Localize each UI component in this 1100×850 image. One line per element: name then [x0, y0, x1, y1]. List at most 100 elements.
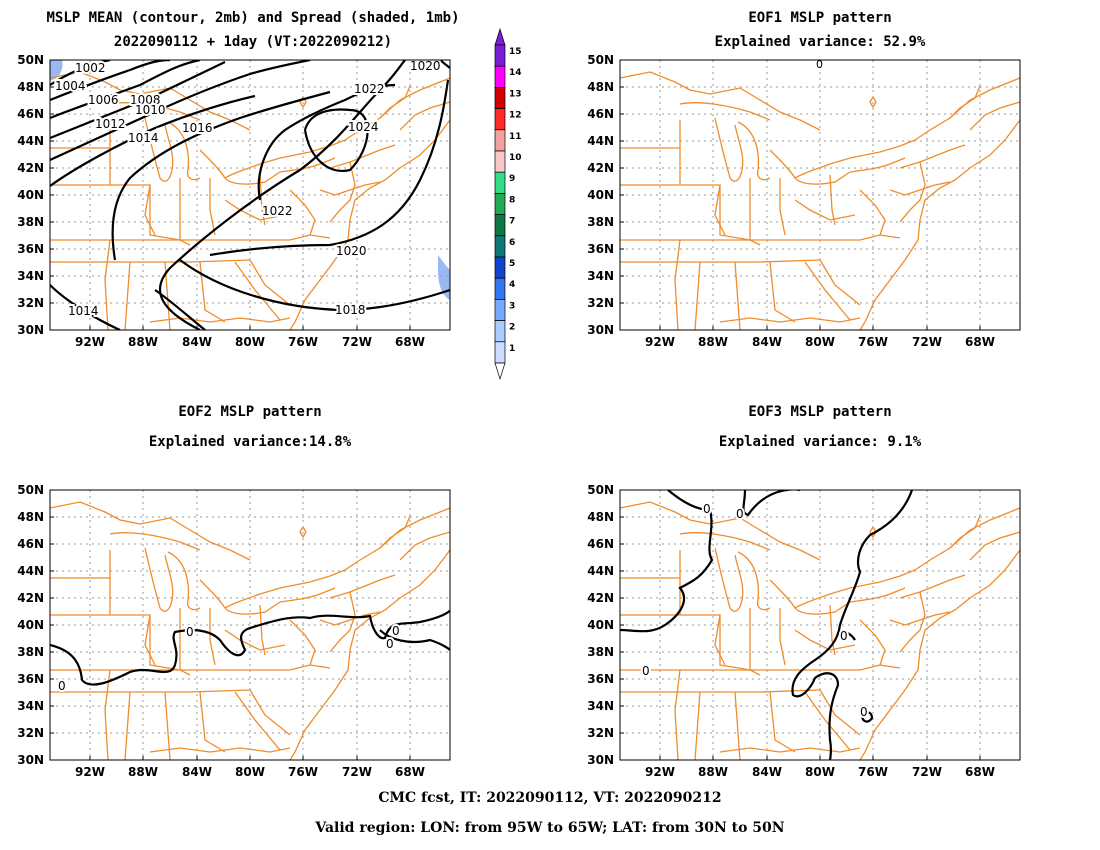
lat-tick-label: 34N — [17, 699, 44, 713]
colorbar-swatch — [494, 320, 506, 343]
colorbar-swatch — [494, 214, 506, 237]
lat-tick-label: 46N — [17, 537, 44, 551]
lon-tick-label: 68W — [395, 765, 425, 779]
lon-tick-label: 84W — [752, 765, 782, 779]
lat-tick-label: 38N — [587, 215, 614, 229]
lat-tick-label: 48N — [587, 510, 614, 524]
lon-tick-label: 92W — [645, 335, 675, 349]
lat-tick-label: 36N — [17, 672, 44, 686]
contour-label: 0 — [703, 502, 711, 516]
lon-tick-label: 84W — [182, 335, 212, 349]
lat-tick-label: 50N — [587, 53, 614, 67]
lat-tick-label: 42N — [587, 161, 614, 175]
lat-tick-label: 36N — [587, 242, 614, 256]
contour-label: 0 — [392, 624, 400, 638]
lat-tick-label: 34N — [17, 269, 44, 283]
lat-tick-label: 34N — [587, 269, 614, 283]
colorbar-label: 5 — [509, 259, 515, 269]
contour-label: 0 — [642, 664, 650, 678]
lat-tick-label: 38N — [17, 215, 44, 229]
lat-tick-label: 32N — [17, 296, 44, 310]
lat-tick-label: 32N — [17, 726, 44, 740]
lon-tick-label: 80W — [805, 765, 835, 779]
contour-label: 1008 — [130, 93, 161, 107]
colorbar-label: 14 — [509, 68, 522, 78]
colorbar-swatch — [494, 108, 506, 131]
colorbar-label: 12 — [509, 111, 522, 121]
panel4-map: 0 0 0 0 0 — [619, 489, 1021, 761]
colorbar-swatch — [494, 341, 506, 364]
contour-label: 0 — [840, 629, 848, 643]
lat-tick-label: 40N — [17, 618, 44, 632]
panel3-map: 0 0 0 0 — [49, 489, 451, 761]
lat-tick-label: 30N — [17, 323, 44, 337]
lon-tick-label: 92W — [645, 765, 675, 779]
contour-label: 0 — [58, 679, 66, 693]
colorbar-label: 1 — [509, 344, 515, 354]
lon-tick-label: 68W — [965, 335, 995, 349]
contour-label: 0 — [386, 637, 394, 651]
lat-tick-label: 48N — [587, 80, 614, 94]
lat-tick-label: 46N — [17, 107, 44, 121]
lon-tick-label: 76W — [858, 335, 888, 349]
colorbar-swatch — [494, 193, 506, 215]
lat-tick-label: 30N — [587, 753, 614, 767]
colorbar-swatch — [494, 87, 506, 109]
lon-tick-label: 76W — [858, 765, 888, 779]
colorbar-label: 10 — [509, 153, 522, 163]
panel2-title-line2: Explained variance: 52.9% — [714, 34, 926, 50]
colorbar-swatch — [494, 150, 506, 173]
lon-tick-label: 68W — [395, 335, 425, 349]
contour-label: 1016 — [182, 121, 213, 135]
colorbar-label: 8 — [509, 195, 515, 205]
panel3-title-line2: Explained variance:14.8% — [148, 434, 352, 450]
footer-line1: CMC fcst, IT: 2022090112, VT: 2022090212 — [378, 790, 722, 806]
footer-line2: Valid region: LON: from 95W to 65W; LAT:… — [315, 820, 785, 836]
lat-tick-label: 30N — [587, 323, 614, 337]
panel4-title-line1: EOF3 MSLP pattern — [748, 404, 892, 420]
lon-tick-label: 72W — [912, 765, 942, 779]
spread-shading — [438, 255, 450, 300]
contour-label: 0 — [860, 705, 868, 719]
lon-tick-label: 84W — [182, 765, 212, 779]
lat-tick-label: 36N — [587, 672, 614, 686]
lat-tick-label: 38N — [587, 645, 614, 659]
contour-label: 1020 — [410, 59, 441, 73]
contour-label: 0 — [736, 507, 744, 521]
colorbar: 15 14 13 12 11 10 9 8 7 6 5 4 3 2 1 — [494, 27, 522, 381]
colorbar-top-arrow — [494, 27, 506, 46]
contour-label: 1002 — [75, 61, 106, 75]
lat-tick-label: 50N — [17, 483, 44, 497]
lat-tick-label: 34N — [587, 699, 614, 713]
lon-tick-label: 88W — [698, 765, 728, 779]
lat-tick-label: 32N — [587, 726, 614, 740]
panel4-title-line2: Explained variance: 9.1% — [718, 434, 922, 450]
colorbar-swatch — [494, 235, 506, 258]
lon-tick-label: 88W — [698, 335, 728, 349]
lon-tick-label: 84W — [752, 335, 782, 349]
colorbar-label: 9 — [509, 174, 515, 184]
colorbar-swatch — [494, 65, 506, 88]
contour-label: 1012 — [95, 117, 126, 131]
lat-tick-label: 50N — [587, 483, 614, 497]
colorbar-swatch — [494, 171, 506, 194]
panel3-title-line1: EOF2 MSLP pattern — [178, 404, 322, 420]
lat-tick-label: 32N — [587, 296, 614, 310]
colorbar-label: 2 — [509, 323, 515, 333]
lat-tick-label: 46N — [587, 537, 614, 551]
colorbar-label: 15 — [509, 47, 522, 57]
panel1-title-line1: MSLP MEAN (contour, 2mb) and Spread (sha… — [46, 10, 460, 26]
lat-tick-label: 36N — [17, 242, 44, 256]
panel2-map: 0 — [619, 59, 1021, 331]
lon-tick-label: 80W — [805, 335, 835, 349]
lat-tick-label: 42N — [17, 591, 44, 605]
lat-tick-label: 50N — [17, 53, 44, 67]
lon-tick-label: 92W — [75, 765, 105, 779]
lon-tick-label: 88W — [128, 335, 158, 349]
lat-tick-label: 42N — [17, 161, 44, 175]
lon-tick-label: 92W — [75, 335, 105, 349]
colorbar-label: 6 — [509, 238, 515, 248]
colorbar-label: 11 — [509, 132, 522, 142]
lat-tick-label: 38N — [17, 645, 44, 659]
lat-tick-label: 44N — [17, 564, 44, 578]
